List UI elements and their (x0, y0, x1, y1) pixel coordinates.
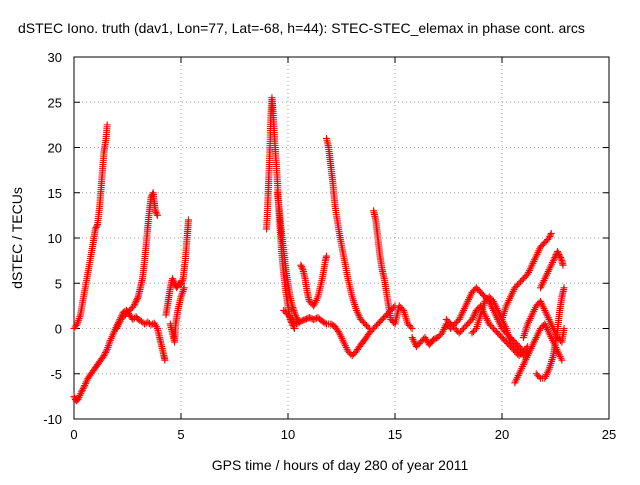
data-point (133, 296, 141, 304)
data-point (560, 325, 568, 332)
y-tick-label: -5 (50, 367, 62, 382)
y-tick-label: 25 (48, 95, 62, 110)
data-point (549, 257, 557, 265)
x-tick-label: 10 (281, 427, 295, 442)
data-point (364, 323, 372, 331)
y-tick-label: 30 (48, 50, 62, 65)
data-point (77, 388, 85, 396)
data-point (535, 373, 543, 381)
data-point (545, 234, 553, 242)
data-points (70, 94, 568, 405)
data-point (102, 347, 110, 355)
x-tick-label: 20 (495, 427, 509, 442)
data-point (290, 325, 298, 332)
data-point (558, 356, 566, 364)
data-point (554, 249, 562, 257)
data-point (152, 208, 160, 216)
data-point (92, 223, 100, 231)
data-point (78, 386, 86, 394)
data-point (297, 261, 305, 269)
data-point (130, 302, 138, 310)
y-tick-label: 20 (48, 141, 62, 156)
data-point (79, 385, 87, 393)
data-point (72, 321, 80, 329)
chart-title: dSTEC Iono. truth (dav1, Lon=77, Lat=-68… (18, 20, 585, 36)
data-point (298, 263, 306, 271)
data-point (547, 229, 555, 237)
grid-lines (74, 57, 609, 419)
data-point (180, 284, 188, 292)
data-point (550, 255, 558, 263)
x-tick-label: 15 (388, 427, 402, 442)
data-point (560, 284, 568, 292)
data-point (91, 225, 99, 233)
data-point (153, 211, 161, 219)
data-point (100, 352, 108, 360)
data-point (103, 121, 111, 129)
data-point (365, 325, 373, 332)
data-point (408, 325, 416, 332)
data-point (173, 284, 181, 292)
data-point (80, 383, 88, 391)
data-point (321, 319, 329, 327)
y-tick-label: 5 (55, 276, 62, 291)
x-tick-label: 0 (70, 427, 77, 442)
data-point (546, 232, 554, 240)
data-point (151, 207, 159, 215)
data-point (133, 294, 141, 302)
data-point (554, 248, 562, 256)
axis-ticks: 0 5 10 15 20 25 -10 -5 0 5 10 15 20 25 30 (43, 50, 616, 442)
data-point (407, 323, 415, 331)
data-point (184, 216, 192, 224)
y-tick-label: -10 (43, 412, 62, 427)
data-point (132, 297, 140, 305)
data-point (323, 252, 331, 260)
data-point (101, 350, 109, 358)
data-point (131, 299, 139, 307)
data-point (556, 252, 564, 260)
data-point (557, 255, 565, 263)
x-axis-label: GPS time / hours of day 280 of year 2011 (212, 457, 469, 473)
data-point (559, 261, 567, 269)
data-point (170, 278, 178, 286)
data-point (102, 348, 110, 356)
data-point (93, 222, 101, 230)
data-point (298, 264, 306, 272)
data-point (168, 275, 176, 283)
data-point (70, 392, 78, 400)
y-tick-label: 0 (55, 322, 62, 337)
data-point (161, 356, 169, 364)
y-tick-label: 10 (48, 231, 62, 246)
data-point (131, 300, 139, 308)
data-point (555, 251, 563, 259)
y-tick-label: 15 (48, 186, 62, 201)
x-tick-label: 25 (602, 427, 616, 442)
data-point (153, 210, 161, 218)
data-point (169, 276, 177, 284)
data-point (556, 254, 564, 262)
x-tick-label: 5 (177, 427, 184, 442)
y-axis-label: dSTEC / TECUs (9, 187, 25, 289)
data-point (547, 231, 555, 239)
